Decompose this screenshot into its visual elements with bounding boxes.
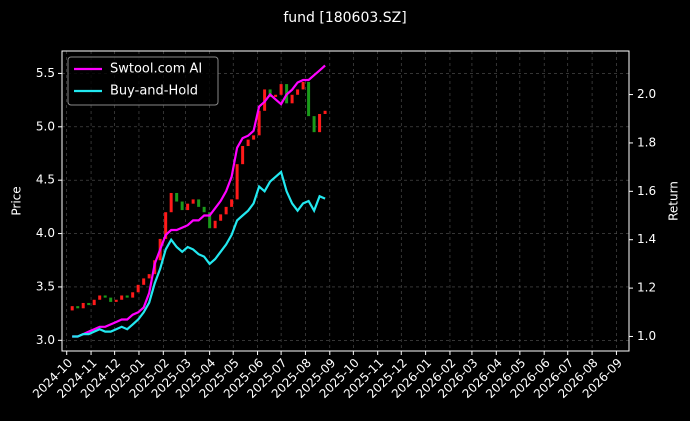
candle-body <box>202 206 206 213</box>
y2-tick-label: 1.6 <box>637 184 656 198</box>
candle-body <box>213 220 217 229</box>
candle-body <box>252 135 256 140</box>
candle-body <box>296 89 300 95</box>
y-tick-label: 3.5 <box>36 279 55 293</box>
candle-body <box>92 299 96 306</box>
y2-tick-label: 1.2 <box>637 281 656 295</box>
candle-body <box>230 199 234 207</box>
y-axis-label: Price <box>10 186 24 215</box>
candle-body <box>301 81 305 90</box>
candle-body <box>164 212 168 239</box>
candle-body <box>191 199 195 204</box>
y-tick-label: 5.5 <box>36 66 55 80</box>
candle-body <box>219 214 223 221</box>
candle-body <box>197 199 201 207</box>
y2-axis-label: Return <box>667 181 681 221</box>
candle-body <box>235 164 239 200</box>
candle-body <box>208 212 212 229</box>
candle-body <box>70 306 74 311</box>
candle-body <box>109 297 113 302</box>
candle-body <box>323 110 327 114</box>
y-tick-label: 5.0 <box>36 119 55 133</box>
candle-body <box>114 299 118 302</box>
candle-body <box>103 295 107 298</box>
candle-body <box>120 295 124 300</box>
y-tick-label: 3.0 <box>36 333 55 347</box>
chart-title: fund [180603.SZ] <box>283 10 406 26</box>
candle-body <box>241 146 245 165</box>
candle-body <box>246 139 250 147</box>
legend-label: Swtool.com AI <box>110 62 202 77</box>
candle-body <box>180 201 184 211</box>
line-series <box>72 170 326 338</box>
candle-body <box>186 203 190 211</box>
candle-body <box>87 302 91 306</box>
plot-frame <box>61 50 630 352</box>
candle-body <box>142 278 146 285</box>
candle-body <box>318 113 322 133</box>
candle-body <box>307 81 311 117</box>
candle-body <box>175 192 179 202</box>
candle-body <box>279 84 283 95</box>
legend-label: Buy-and-Hold <box>110 84 198 99</box>
candle-body <box>169 192 173 213</box>
y2-tick-label: 1.8 <box>637 135 656 149</box>
y-tick-label: 4.0 <box>36 226 55 240</box>
candle-body <box>147 274 151 279</box>
legend-box <box>67 56 219 106</box>
candle-body <box>76 306 80 309</box>
candle-body <box>131 292 135 298</box>
y2-tick-label: 2.0 <box>637 87 656 101</box>
y-tick-label: 4.5 <box>36 173 55 187</box>
candle-body <box>224 206 228 215</box>
candle-body <box>274 94 278 97</box>
candle-body <box>125 295 129 298</box>
y2-tick-label: 1.4 <box>637 232 656 246</box>
candle-body <box>98 295 102 300</box>
line-series <box>72 64 326 338</box>
candle-body <box>136 284 140 293</box>
y2-tick-label: 1.0 <box>637 329 656 343</box>
candle-body <box>81 302 85 309</box>
candle-body <box>257 110 261 136</box>
candle-body <box>312 116 316 133</box>
candle-body <box>290 94 294 104</box>
